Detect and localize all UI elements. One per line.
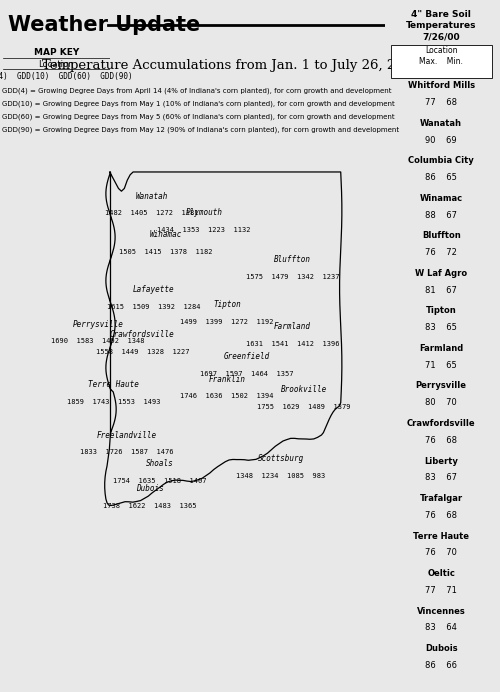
Text: Winamac: Winamac bbox=[150, 230, 182, 239]
Text: Bluffton: Bluffton bbox=[422, 231, 461, 240]
Text: Columbia City: Columbia City bbox=[408, 156, 474, 165]
Text: Perrysville: Perrysville bbox=[72, 320, 124, 329]
Text: 76    68: 76 68 bbox=[425, 436, 457, 445]
Text: Bluffton: Bluffton bbox=[274, 255, 311, 264]
Text: 1755  1629  1489  1379: 1755 1629 1489 1379 bbox=[258, 404, 351, 410]
Text: 1505  1415  1378  1182: 1505 1415 1378 1182 bbox=[119, 249, 212, 255]
Text: 1499  1399  1272  1192: 1499 1399 1272 1192 bbox=[180, 319, 274, 325]
Text: 71    65: 71 65 bbox=[426, 361, 457, 370]
Text: Temperature Accumulations from Jan. 1 to July 26, 2000: Temperature Accumulations from Jan. 1 to… bbox=[42, 60, 420, 73]
Text: 80    70: 80 70 bbox=[426, 399, 457, 408]
Text: 1833  1726  1587  1476: 1833 1726 1587 1476 bbox=[80, 450, 174, 455]
Text: Vincennes: Vincennes bbox=[417, 607, 466, 616]
Text: 77    68: 77 68 bbox=[425, 98, 457, 107]
Text: 1697  1597  1464  1357: 1697 1597 1464 1357 bbox=[200, 371, 293, 377]
Text: GDD(10) = Growing Degree Days from May 1 (10% of Indiana's corn planted), for co: GDD(10) = Growing Degree Days from May 1… bbox=[2, 100, 395, 107]
Text: 76    68: 76 68 bbox=[425, 511, 457, 520]
Text: 76    70: 76 70 bbox=[426, 549, 457, 558]
Text: 1558  1449  1328  1227: 1558 1449 1328 1227 bbox=[96, 349, 189, 355]
Text: 88    67: 88 67 bbox=[425, 210, 457, 220]
Text: 4" Bare Soil
Temperatures
7/26/00: 4" Bare Soil Temperatures 7/26/00 bbox=[406, 10, 476, 42]
Text: 1690  1583  1492  1348: 1690 1583 1492 1348 bbox=[52, 338, 145, 345]
Text: Liberty: Liberty bbox=[424, 457, 458, 466]
Text: GDD(60) = Growing Degree Days from May 5 (60% of Indiana's corn planted), for co: GDD(60) = Growing Degree Days from May 5… bbox=[2, 113, 395, 120]
Text: 81    67: 81 67 bbox=[426, 286, 457, 295]
Text: Wanatah: Wanatah bbox=[420, 119, 462, 128]
Text: 1746  1636  1502  1394: 1746 1636 1502 1394 bbox=[180, 394, 274, 399]
Text: GDD(4) = Growing Degree Days from April 14 (4% of Indiana's corn planted), for c: GDD(4) = Growing Degree Days from April … bbox=[2, 87, 392, 93]
Text: Tipton: Tipton bbox=[214, 300, 241, 309]
Text: Crawfordsville: Crawfordsville bbox=[110, 330, 175, 339]
Text: Franklin: Franklin bbox=[208, 374, 246, 383]
Text: Whitford Mills: Whitford Mills bbox=[408, 81, 475, 90]
Text: 83    67: 83 67 bbox=[425, 473, 457, 482]
Text: Tipton: Tipton bbox=[426, 307, 456, 316]
Text: 1348  1234  1085  983: 1348 1234 1085 983 bbox=[236, 473, 326, 479]
Text: 76    72: 76 72 bbox=[426, 248, 457, 257]
Text: 83    64: 83 64 bbox=[426, 623, 457, 632]
Bar bbox=[390, 45, 492, 78]
Text: Plymouth: Plymouth bbox=[186, 208, 222, 217]
Text: Winamac: Winamac bbox=[420, 194, 463, 203]
Text: Brookville: Brookville bbox=[281, 385, 328, 394]
Text: Scottsburg: Scottsburg bbox=[258, 454, 304, 463]
Text: Oeltic: Oeltic bbox=[428, 569, 455, 578]
Text: 90    69: 90 69 bbox=[426, 136, 457, 145]
Text: 1631  1541  1412  1396: 1631 1541 1412 1396 bbox=[246, 340, 340, 347]
Text: Wanatah: Wanatah bbox=[136, 192, 168, 201]
Text: 1434  1353  1223  1132: 1434 1353 1223 1132 bbox=[158, 227, 251, 233]
Text: W Laf Agro: W Laf Agro bbox=[415, 269, 468, 278]
Text: Lafayette: Lafayette bbox=[133, 285, 175, 294]
Text: Trafalgar: Trafalgar bbox=[420, 494, 463, 503]
Text: Farmland: Farmland bbox=[274, 322, 311, 331]
Text: Location: Location bbox=[38, 60, 74, 69]
Text: Freelandville: Freelandville bbox=[97, 430, 157, 439]
Text: MAP KEY: MAP KEY bbox=[34, 48, 79, 57]
Text: 83    65: 83 65 bbox=[426, 323, 457, 332]
Text: Terre Haute: Terre Haute bbox=[88, 380, 139, 389]
Text: Shoals: Shoals bbox=[146, 459, 174, 468]
Text: 1754  1635  1518  1407: 1754 1635 1518 1407 bbox=[113, 478, 206, 484]
Text: 1615  1509  1392  1284: 1615 1509 1392 1284 bbox=[107, 304, 201, 310]
Text: GDD(90) = Growing Degree Days from May 12 (90% of Indiana's corn planted), for c: GDD(90) = Growing Degree Days from May 1… bbox=[2, 127, 400, 134]
Text: Crawfordsville: Crawfordsville bbox=[407, 419, 476, 428]
Text: 86    65: 86 65 bbox=[426, 173, 457, 182]
Text: 1859  1743  1553  1493: 1859 1743 1553 1493 bbox=[67, 399, 160, 405]
Text: 1575  1479  1342  1237: 1575 1479 1342 1237 bbox=[246, 273, 340, 280]
Text: Terre Haute: Terre Haute bbox=[413, 531, 469, 540]
Text: Location
Max.    Min.: Location Max. Min. bbox=[420, 46, 463, 66]
Text: 1738  1622  1483  1365: 1738 1622 1483 1365 bbox=[104, 503, 197, 509]
Text: 1482  1405  1272  1181: 1482 1405 1272 1181 bbox=[106, 210, 199, 217]
Text: Greenfield: Greenfield bbox=[224, 352, 270, 361]
Text: Dubois: Dubois bbox=[425, 644, 458, 653]
Text: 86    66: 86 66 bbox=[425, 661, 457, 670]
Text: GDD(4)  GDD(10)  GDD(60)  GDD(90): GDD(4) GDD(10) GDD(60) GDD(90) bbox=[0, 72, 132, 81]
Text: 77    71: 77 71 bbox=[426, 586, 457, 595]
Text: Perrysville: Perrysville bbox=[416, 381, 467, 390]
Text: Dubois: Dubois bbox=[136, 484, 164, 493]
Text: Weather Update: Weather Update bbox=[8, 15, 200, 35]
Text: Farmland: Farmland bbox=[419, 344, 464, 353]
